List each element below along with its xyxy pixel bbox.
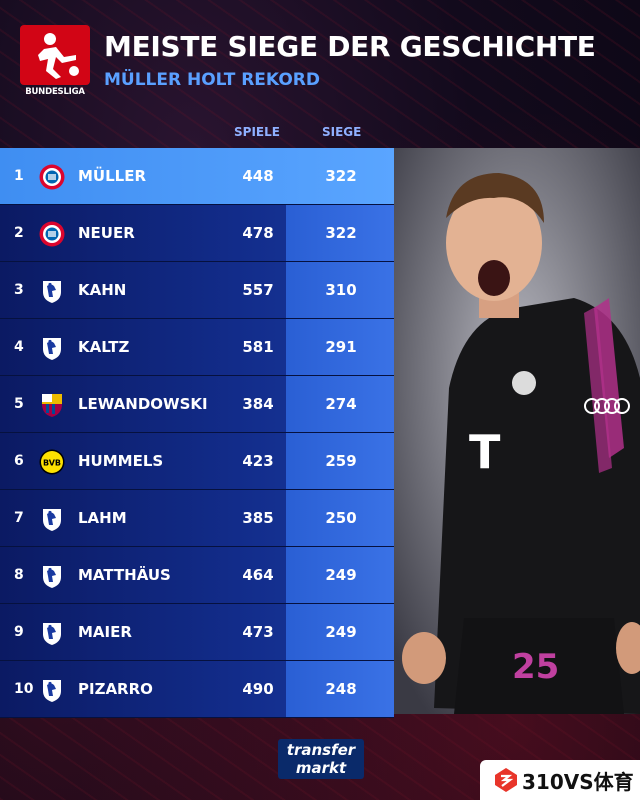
spiele-value: 473 bbox=[242, 623, 274, 641]
barcelona-crest-icon bbox=[39, 392, 65, 418]
siege-value: 248 bbox=[325, 680, 357, 698]
spiele-value: 423 bbox=[242, 452, 274, 470]
table-row: 10 PIZARRO 490 248 bbox=[0, 661, 394, 718]
siege-column-bg bbox=[286, 376, 394, 432]
siege-value: 322 bbox=[325, 167, 357, 185]
spiele-value: 448 bbox=[242, 167, 274, 185]
player-name: LAHM bbox=[78, 509, 127, 527]
table-row: 4 KALTZ 581 291 bbox=[0, 319, 394, 376]
table-row: 7 LAHM 385 250 bbox=[0, 490, 394, 547]
rank-number: 8 bbox=[14, 567, 24, 583]
player-name: HUMMELS bbox=[78, 452, 164, 470]
svg-text:T: T bbox=[469, 425, 501, 479]
page-title: MEISTE SIEGE DER GESCHICHTE bbox=[104, 30, 596, 63]
rank-number: 3 bbox=[14, 282, 24, 298]
table-row: 2 NEUER 478 322 bbox=[0, 205, 394, 262]
page-subtitle: MÜLLER HOLT REKORD bbox=[104, 70, 320, 90]
player-photo: T 25 bbox=[394, 148, 640, 714]
table-row: 8 MATTHÄUS 464 249 bbox=[0, 547, 394, 604]
siege-value: 322 bbox=[325, 224, 357, 242]
siege-value: 274 bbox=[325, 395, 357, 413]
player-name: PIZARRO bbox=[78, 680, 153, 698]
column-header-spiele: SPIELE bbox=[234, 125, 280, 139]
spiele-value: 557 bbox=[242, 281, 274, 299]
rank-number: 7 bbox=[14, 510, 24, 526]
svg-text:BVB: BVB bbox=[43, 459, 61, 468]
table-row: 5 LEWANDOWSKI 384 274 bbox=[0, 376, 394, 433]
siege-column-bg bbox=[286, 490, 394, 546]
svg-text:25: 25 bbox=[512, 647, 559, 687]
bundesliga-crest-icon bbox=[39, 335, 65, 361]
bundesliga-crest-icon bbox=[39, 677, 65, 703]
siege-column-bg bbox=[286, 547, 394, 603]
bayern-crest-icon bbox=[39, 164, 65, 190]
siege-value: 310 bbox=[325, 281, 357, 299]
spiele-value: 384 bbox=[242, 395, 274, 413]
siege-value: 249 bbox=[325, 623, 357, 641]
siege-column-bg bbox=[286, 319, 394, 375]
siege-column-bg bbox=[286, 433, 394, 489]
rank-number: 1 bbox=[14, 168, 24, 184]
transfermarkt-logo: transfer markt bbox=[278, 739, 364, 779]
table-row: 6 BVB HUMMELS 423 259 bbox=[0, 433, 394, 490]
siege-value: 250 bbox=[325, 509, 357, 527]
column-header-siege: SIEGE bbox=[322, 125, 362, 139]
bundesliga-crest-icon bbox=[39, 278, 65, 304]
bundesliga-logo-text: BUNDESLIGA bbox=[25, 87, 85, 97]
siege-column-bg bbox=[286, 262, 394, 318]
bundesliga-logo-mark bbox=[20, 25, 90, 85]
transfermarkt-logo-line1: transfer bbox=[286, 741, 356, 759]
player-name: KAHN bbox=[78, 281, 127, 299]
player-name: MAIER bbox=[78, 623, 132, 641]
table-row: 3 KAHN 557 310 bbox=[0, 262, 394, 319]
ranking-table: 1 MÜLLER 448 322 2 NEUER 478 322 3 KAHN 557 310 4 KAL… bbox=[0, 148, 394, 718]
bundesliga-logo: BUNDESLIGA bbox=[20, 25, 90, 103]
spiele-value: 490 bbox=[242, 680, 274, 698]
spiele-value: 478 bbox=[242, 224, 274, 242]
rank-number: 10 bbox=[14, 681, 34, 697]
siege-value: 249 bbox=[325, 566, 357, 584]
siege-value: 259 bbox=[325, 452, 357, 470]
spiele-value: 464 bbox=[242, 566, 274, 584]
spiele-value: 581 bbox=[242, 338, 274, 356]
spiele-value: 385 bbox=[242, 509, 274, 527]
siege-column-bg bbox=[286, 661, 394, 717]
player-name: KALTZ bbox=[78, 338, 130, 356]
transfermarkt-logo-box bbox=[278, 739, 364, 779]
player-name: MÜLLER bbox=[78, 167, 147, 185]
table-row: 9 MAIER 473 249 bbox=[0, 604, 394, 661]
bundesliga-crest-icon bbox=[39, 620, 65, 646]
rank-number: 4 bbox=[14, 339, 24, 355]
player-name: LEWANDOWSKI bbox=[78, 395, 208, 413]
player-name: NEUER bbox=[78, 224, 135, 242]
transfermarkt-logo-line2: markt bbox=[295, 759, 347, 777]
watermark: 310VS体育 bbox=[480, 760, 640, 800]
watermark-text: 310VS体育 bbox=[522, 770, 634, 794]
rank-number: 6 bbox=[14, 453, 24, 469]
siege-column-bg bbox=[286, 205, 394, 261]
rank-number: 2 bbox=[14, 225, 24, 241]
watermark-logo-icon bbox=[495, 768, 517, 792]
bundesliga-crest-icon bbox=[39, 563, 65, 589]
dortmund-crest-icon: BVB bbox=[39, 449, 65, 475]
bayern-crest-icon bbox=[39, 221, 65, 247]
player-name: MATTHÄUS bbox=[78, 566, 171, 584]
table-row: 1 MÜLLER 448 322 bbox=[0, 148, 394, 205]
bundesliga-crest-icon bbox=[39, 506, 65, 532]
rank-number: 5 bbox=[14, 396, 24, 412]
rank-number: 9 bbox=[14, 624, 24, 640]
siege-value: 291 bbox=[325, 338, 357, 356]
siege-column-bg bbox=[286, 604, 394, 660]
